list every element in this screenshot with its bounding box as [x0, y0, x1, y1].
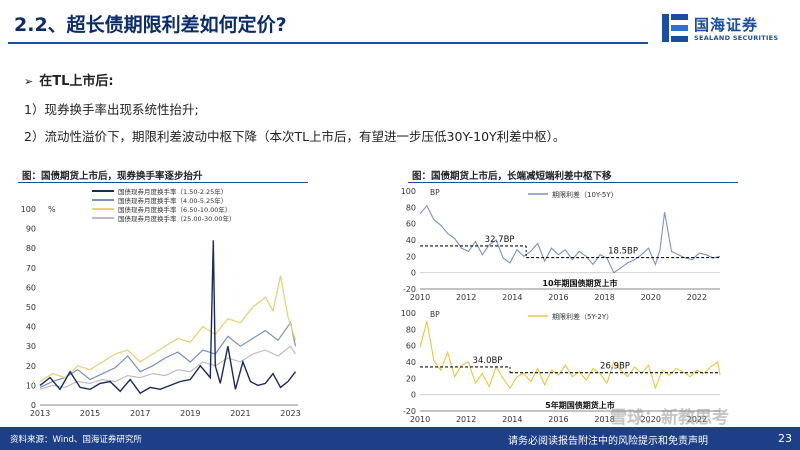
- x-tick-label: 2016: [548, 293, 568, 302]
- mean-label-1: 34.0BP: [473, 356, 503, 366]
- logo-text-en: SEALAND SECURITIES: [694, 34, 779, 42]
- spread-chart-10y5y: -20 0 20 40 60 80 100 2010 2012 2014 2016 2018 2020 2…: [401, 187, 721, 302]
- spread-line: [419, 321, 721, 390]
- point-two: 2）流动性溢价下，期限利差波动中枢下降（本次TL上市后，有望进一步压低30Y-1…: [24, 129, 566, 144]
- brand-logo: 国海证券 SEALAND SECURITIES: [662, 12, 792, 46]
- mean-label-1: 32.7BP: [485, 235, 515, 245]
- y-tick-label: 40: [406, 358, 416, 367]
- legend-label: 期限利差（5Y-2Y）: [552, 312, 613, 321]
- point-one: 1）现券换手率出现系统性抬升;: [24, 102, 199, 117]
- series-line-3: [39, 275, 297, 383]
- y-tick-label: -20: [403, 407, 416, 416]
- spread-line: [419, 204, 721, 274]
- unit-label: BP: [430, 310, 440, 319]
- bullet-heading: ➢ 在TL上市后:: [24, 70, 114, 89]
- turnover-chart: 0 10 20 30 40 50 60 70 80 90 100 2013 2015 2017 2019 20…: [21, 187, 301, 418]
- unit-label: %: [48, 205, 56, 214]
- page-title: 2.2、超长债期限利差如何定价?: [14, 14, 287, 36]
- y-tick-label: 70: [26, 264, 36, 273]
- x-tick-label: 2013: [30, 409, 50, 418]
- y-tick-label: 60: [406, 220, 416, 229]
- x-tick-label: 2018: [594, 415, 614, 424]
- y-tick-label: 40: [26, 323, 36, 332]
- y-tick-label: 0: [411, 269, 416, 278]
- x-tick-label: 2020: [641, 293, 661, 302]
- legend-label-1: 国债现券月度换手率（1.50-2.25年）: [118, 187, 227, 196]
- x-tick-label: 2012: [456, 293, 476, 302]
- legend-label: 期限利差（10Y-5Y）: [552, 190, 618, 199]
- y-tick-label: 100: [21, 205, 36, 214]
- listing-annotation: 5年期国债期货上市: [545, 400, 615, 410]
- x-tick-label: 2021: [230, 409, 250, 418]
- y-tick-label: 80: [406, 203, 416, 212]
- y-tick-label: 90: [26, 225, 36, 234]
- x-tick-label: 2019: [180, 409, 200, 418]
- x-tick-label: 2014: [502, 415, 522, 424]
- mean-label-2: 18.5BP: [608, 247, 638, 257]
- left-figure-rule: [18, 182, 308, 183]
- y-tick-label: 40: [406, 236, 416, 245]
- x-tick-label: 2016: [548, 415, 568, 424]
- y-tick-label: 30: [26, 342, 36, 351]
- disclaimer: 请务必阅读报告附注中的风险提示和免责声明: [508, 436, 708, 447]
- y-tick-label: -20: [403, 285, 416, 294]
- x-tick-label: 2017: [130, 409, 150, 418]
- y-tick-label: 0: [31, 401, 36, 410]
- y-tick-label: 60: [26, 283, 36, 292]
- series-line-2: [39, 321, 297, 388]
- spread-chart-5y2y: -20 0 20 40 60 80 100 2010 2012 2014 2016 2018 2020 2…: [401, 309, 721, 424]
- y-tick-label: 20: [406, 252, 416, 261]
- title-divider: [8, 42, 648, 44]
- x-tick-label: 2018: [594, 293, 614, 302]
- right-figure-title: 图：国债期货上市后，长端减短端利差中枢下移: [412, 171, 612, 182]
- page-number: 23: [778, 432, 792, 445]
- y-tick-label: 20: [406, 374, 416, 383]
- legend-label-2: 国债现券月度换手率（4.00-5.25年）: [118, 196, 227, 205]
- y-tick-label: 80: [406, 325, 416, 334]
- x-tick-label: 2014: [502, 293, 522, 302]
- watermark: 雪球：新教思考: [610, 408, 729, 428]
- x-tick-label: 2023: [280, 409, 300, 418]
- heading-text: 在TL上市后:: [39, 74, 114, 89]
- series-line-4: [39, 345, 297, 390]
- y-tick-label: 100: [401, 309, 416, 318]
- mean-label-2: 26.9BP: [600, 362, 630, 372]
- y-tick-label: 80: [26, 244, 36, 253]
- legend-label-3: 国债现券月度换手率（6.50-10.00年）: [118, 205, 231, 214]
- x-tick-label: 2020: [641, 415, 661, 424]
- left-figure-title: 图：国债期货上市后，现券换手率逐步抬升: [22, 171, 203, 182]
- x-tick-label: 2010: [410, 293, 430, 302]
- logo-text-cn: 国海证券: [694, 16, 759, 34]
- y-tick-label: 10: [26, 381, 36, 390]
- unit-label: BP: [430, 188, 440, 197]
- y-tick-label: 0: [411, 391, 416, 400]
- y-tick-label: 20: [26, 362, 36, 371]
- x-tick-label: 2010: [410, 415, 430, 424]
- x-tick-label: 2015: [80, 409, 100, 418]
- series-line-1: [39, 240, 297, 395]
- footer-bar: 资料来源：Wind、国海证券研究所 请务必阅读报告附注中的风险提示和免责声明 2…: [0, 427, 800, 450]
- y-tick-label: 50: [26, 303, 36, 312]
- x-tick-label: 2022: [687, 293, 707, 302]
- arrow-bullet-icon: ➢: [24, 75, 34, 88]
- logo-mark-icon: [662, 14, 688, 42]
- x-tick-label: 2012: [456, 415, 476, 424]
- listing-annotation: 10年期国债期货上市: [542, 278, 617, 288]
- right-figure-rule: [408, 182, 738, 183]
- source-note: 资料来源：Wind、国海证券研究所: [10, 435, 142, 445]
- y-tick-label: 60: [406, 342, 416, 351]
- legend-label-4: 国债现券月度换手率（25.00-30.00年）: [118, 214, 236, 223]
- y-tick-label: 100: [401, 187, 416, 196]
- x-tick-label: 2022: [687, 415, 707, 424]
